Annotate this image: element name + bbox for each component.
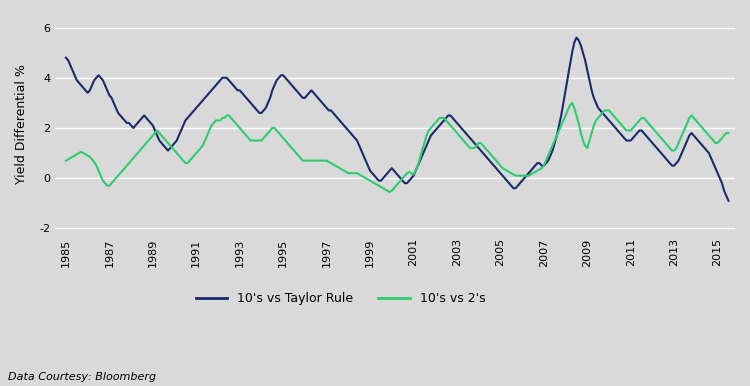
Y-axis label: Yield Differential %: Yield Differential % xyxy=(15,64,28,184)
Legend: 10's vs Taylor Rule, 10's vs 2's: 10's vs Taylor Rule, 10's vs 2's xyxy=(191,287,490,310)
Text: Data Courtesy: Bloomberg: Data Courtesy: Bloomberg xyxy=(8,372,156,382)
